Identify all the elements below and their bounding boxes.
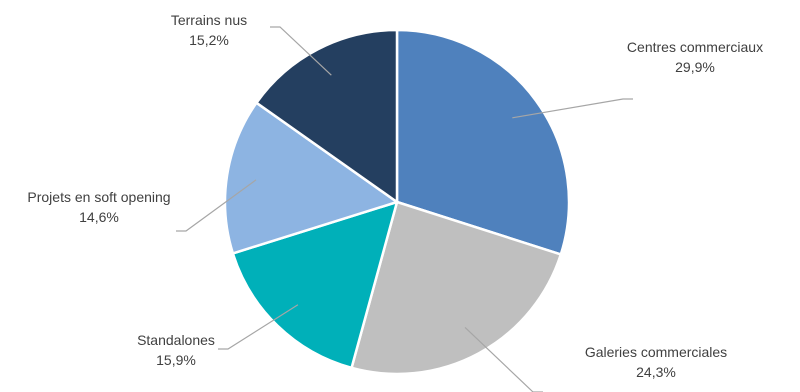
- slice-value-label: 29,9%: [675, 59, 715, 75]
- pie-slice-terrains-nus: [255, 28, 399, 204]
- slice-value-label: 24,3%: [636, 364, 676, 380]
- pie-slice-projets-en-soft-opening: [223, 101, 399, 255]
- slice-category-label: Projets en soft opening: [27, 189, 170, 205]
- slice-value-label: 14,6%: [79, 209, 119, 225]
- pie-slice-galeries-commerciales: [350, 200, 563, 376]
- leader-line-centres-commerciaux: [512, 98, 633, 119]
- slice-category-label: Centres commerciaux: [627, 39, 763, 55]
- labels-layer: Centres commerciaux 29,9% Galeries commerc…: [27, 12, 763, 380]
- pie-slice-centres-commerciaux: [395, 28, 571, 256]
- slice-label-projets-en-soft-opening: Projets en soft opening 14,6%: [27, 189, 170, 225]
- slice-label-centres-commerciaux: Centres commerciaux 29,9%: [627, 39, 763, 75]
- slices-layer: [223, 28, 571, 376]
- pie-slice-standalones: [231, 200, 399, 370]
- slice-value-label: 15,2%: [189, 32, 229, 48]
- slice-label-standalones: Standalones 15,9%: [137, 332, 215, 368]
- leader-line-projets-en-soft-opening: [176, 179, 257, 232]
- slice-category-label: Galeries commerciales: [585, 344, 727, 360]
- slice-label-galeries-commerciales: Galeries commerciales 24,3%: [585, 344, 727, 380]
- slice-value-label: 15,9%: [156, 352, 196, 368]
- leader-line-galeries-commerciales: [464, 327, 543, 392]
- leader-lines-layer: [176, 26, 633, 392]
- slice-label-terrains-nus: Terrains nus 15,2%: [171, 12, 247, 48]
- slice-category-label: Terrains nus: [171, 12, 247, 28]
- leader-line-standalones: [218, 304, 299, 350]
- leader-line-terrains-nus: [270, 26, 332, 76]
- slice-category-label: Standalones: [137, 332, 215, 348]
